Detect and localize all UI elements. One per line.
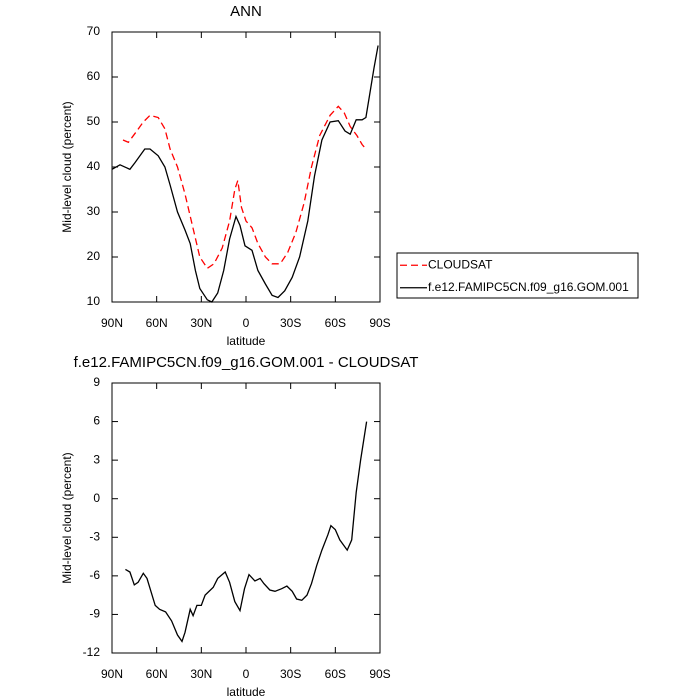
chart-title: ANN [230, 3, 262, 20]
y-tick-label: -3 [89, 529, 100, 543]
y-tick-label: 20 [87, 249, 101, 263]
x-tick-label: 0 [243, 316, 250, 330]
x-axis-label: latitude [227, 334, 266, 348]
x-tick-label: 90N [101, 667, 123, 681]
chart-title: f.e12.FAMIPC5CN.f09_g16.GOM.001 - CLOUDS… [74, 354, 419, 371]
x-tick-label: 30S [280, 667, 301, 681]
x-tick-label: 90N [101, 316, 123, 330]
data-line [122, 105, 367, 270]
x-tick-label: 30N [190, 667, 212, 681]
x-tick-label: 60S [325, 316, 346, 330]
y-tick-label: -9 [89, 607, 100, 621]
x-tick-label: 60S [325, 667, 346, 681]
legend-label: CLOUDSAT [428, 257, 493, 271]
y-tick-label: 6 [93, 414, 100, 428]
x-tick-label: 90S [369, 667, 390, 681]
x-tick-label: 60N [146, 667, 168, 681]
x-tick-label: 60N [146, 316, 168, 330]
y-tick-label: 60 [87, 69, 101, 83]
y-tick-label: 30 [87, 204, 101, 218]
plot-frame [111, 31, 381, 303]
legend-box [396, 252, 639, 299]
plot-frame [111, 382, 381, 654]
y-axis-label: Mid-level cloud (percent) [60, 452, 74, 583]
x-tick-label: 30S [280, 316, 301, 330]
y-tick-label: 70 [87, 24, 101, 38]
y-tick-label: -6 [89, 568, 100, 582]
y-axis-label: Mid-level cloud (percent) [60, 101, 74, 232]
x-tick-label: 30N [190, 316, 212, 330]
x-tick-label: 90S [369, 316, 390, 330]
data-line [125, 421, 368, 643]
y-tick-label: 0 [93, 491, 100, 505]
x-tick-label: 0 [243, 667, 250, 681]
y-tick-label: -12 [83, 645, 101, 659]
y-tick-label: 10 [87, 294, 101, 308]
y-tick-label: 40 [87, 159, 101, 173]
data-line [111, 45, 379, 303]
x-axis-label: latitude [227, 685, 266, 699]
y-tick-label: 9 [93, 375, 100, 389]
legend-label: f.e12.FAMIPC5CN.f09_g16.GOM.001 [428, 280, 629, 294]
y-tick-label: 50 [87, 114, 101, 128]
y-tick-label: 3 [93, 452, 100, 466]
